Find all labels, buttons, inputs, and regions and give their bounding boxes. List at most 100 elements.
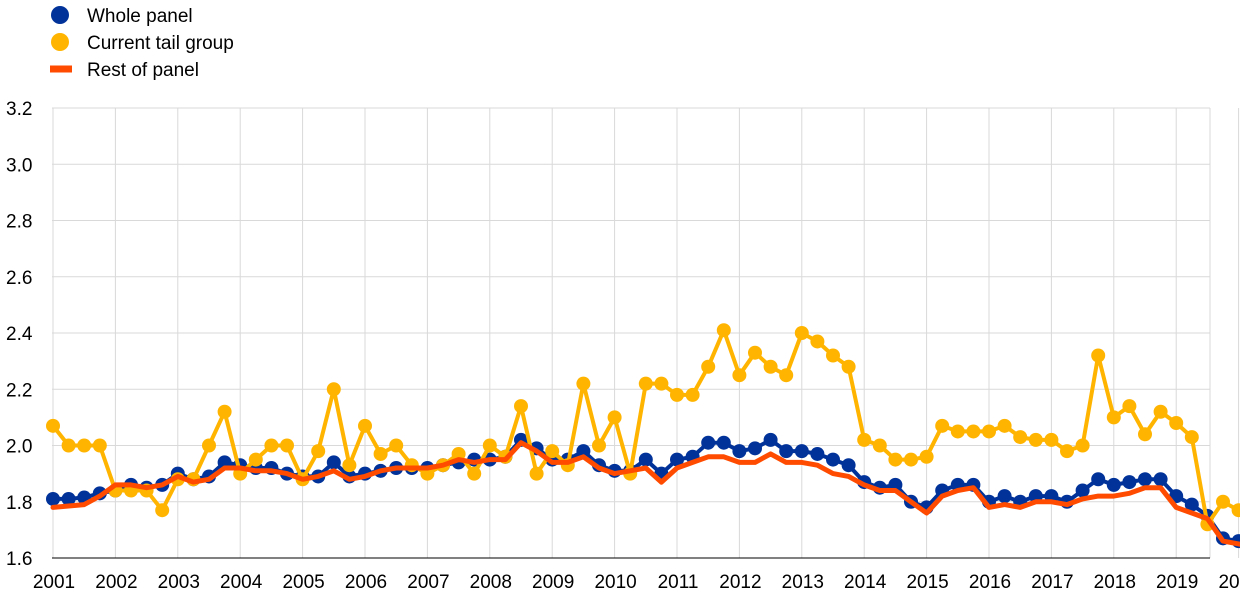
current-tail-group-point — [1106, 410, 1121, 425]
legend-item-whole-panel: Whole panel — [51, 6, 193, 27]
x-tick-label: 2006 — [345, 572, 387, 593]
current-tail-group-point — [810, 334, 825, 349]
current-tail-group-point — [763, 359, 778, 374]
current-tail-group-point — [982, 424, 996, 439]
current-tail-group-point — [545, 444, 560, 459]
current-tail-group-point — [280, 438, 294, 453]
current-tail-group-point — [311, 444, 326, 459]
current-tail-group-point — [202, 438, 216, 453]
y-axis: 1.6 1.8 2.0 2.2 2.4 2.6 2.8 3.0 3.2 — [6, 99, 33, 570]
current-tail-group-point — [904, 452, 918, 467]
current-tail-group-point — [1231, 503, 1240, 518]
legend-label: Whole panel — [87, 6, 193, 27]
current-tail-group-point — [61, 438, 76, 453]
current-tail-group-point — [92, 438, 107, 453]
current-tail-group-point — [935, 418, 950, 433]
x-tick-label: 2019 — [1156, 572, 1198, 593]
whole-panel-point — [576, 444, 591, 459]
current-tail-group-point — [1169, 416, 1184, 430]
x-tick-label: 2020 — [1218, 572, 1240, 593]
whole-panel-point — [1106, 477, 1121, 492]
current-tail-group-point — [1184, 430, 1199, 445]
y-tick-label: 2.8 — [6, 212, 32, 233]
x-tick-label: 2016 — [969, 572, 1011, 593]
current-tail-group-point — [1091, 348, 1106, 363]
current-tail-group-point — [1122, 399, 1137, 414]
whole-panel-point — [826, 452, 840, 467]
x-tick-label: 2011 — [658, 572, 699, 593]
x-tick-label: 2004 — [220, 572, 263, 593]
current-tail-group-point — [217, 404, 232, 419]
whole-panel-point — [748, 441, 762, 456]
current-tail-group-point — [607, 410, 622, 425]
current-tail-group-point — [966, 424, 981, 439]
current-tail-group-point — [1216, 494, 1230, 509]
gridlines — [52, 107, 1240, 559]
legend-marker — [50, 65, 72, 73]
x-tick-label: 2009 — [532, 572, 574, 593]
whole-panel-point — [763, 432, 778, 447]
current-tail-group-point — [826, 348, 840, 363]
current-tail-group-point — [997, 418, 1012, 433]
current-tail-group-point — [841, 359, 856, 374]
series-current-tail-group — [46, 323, 1240, 532]
current-tail-group-point — [514, 399, 528, 414]
current-tail-group-point — [46, 418, 60, 433]
y-tick-label: 2.2 — [6, 380, 32, 401]
current-tail-group-point — [716, 323, 731, 338]
current-tail-group-point — [77, 438, 92, 453]
current-tail-group-point — [248, 452, 263, 467]
whole-panel-point — [670, 452, 684, 467]
current-tail-group-point — [482, 438, 497, 453]
x-axis: 2001 2002 2003 2004 2005 2006 2007 2008 2009 2010… — [33, 557, 1240, 593]
whole-panel-point — [732, 444, 747, 459]
current-tail-group-point — [857, 432, 872, 447]
current-tail-group-point — [1153, 404, 1168, 419]
y-tick-label: 3.0 — [6, 155, 32, 176]
current-tail-group-point — [358, 418, 372, 433]
whole-panel-point — [1091, 472, 1106, 487]
whole-panel-point — [1153, 472, 1168, 487]
current-tail-group-point — [794, 326, 809, 340]
whole-panel-point — [1075, 483, 1090, 498]
whole-panel-point — [46, 491, 60, 506]
current-tail-group-point — [732, 368, 747, 383]
current-tail-group-point — [670, 387, 684, 402]
whole-panel-point — [701, 435, 716, 450]
x-tick-label: 2012 — [719, 572, 761, 593]
x-tick-label: 2017 — [1031, 572, 1073, 593]
legend: Whole panel Current tail group Rest of pan… — [50, 6, 234, 81]
whole-panel-point — [779, 444, 794, 459]
current-tail-group-point — [748, 345, 762, 360]
legend-item-rest-of-panel: Rest of panel — [50, 60, 199, 81]
current-tail-group-point — [576, 376, 591, 391]
current-tail-group-point — [685, 387, 700, 402]
whole-panel-point — [841, 458, 856, 473]
series-layer — [46, 323, 1240, 549]
whole-panel-point — [810, 446, 825, 461]
whole-panel-point — [794, 444, 809, 459]
x-tick-label: 2018 — [1094, 572, 1136, 593]
whole-panel-point — [61, 491, 76, 506]
legend-label: Current tail group — [87, 33, 234, 54]
x-tick-label: 2003 — [158, 572, 200, 593]
y-tick-label: 2.0 — [6, 437, 32, 458]
y-tick-label: 1.6 — [6, 549, 32, 570]
current-tail-group-point — [155, 503, 170, 518]
current-tail-group-point — [950, 424, 965, 439]
legend-marker — [51, 6, 69, 24]
whole-panel-point — [1184, 497, 1199, 512]
current-tail-group-point — [342, 458, 357, 473]
whole-panel-point — [638, 452, 653, 467]
whole-panel-point — [716, 435, 731, 450]
y-tick-label: 2.4 — [6, 324, 33, 345]
current-tail-group-point — [1060, 444, 1074, 459]
y-tick-label: 3.2 — [6, 99, 32, 120]
x-tick-label: 2014 — [844, 572, 887, 593]
whole-panel-point — [326, 455, 341, 470]
current-tail-group-point — [1013, 430, 1028, 445]
x-tick-label: 2007 — [407, 572, 449, 593]
current-tail-group-point — [1075, 438, 1090, 453]
whole-panel-line — [51, 437, 1240, 544]
